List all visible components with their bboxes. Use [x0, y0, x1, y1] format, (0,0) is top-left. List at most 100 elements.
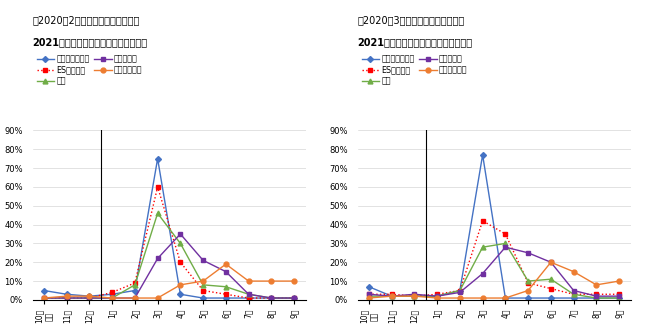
面接 [131, 283, 139, 287]
Text: 【2020年3月に回答のあった企業】: 【2020年3月に回答のあった企業】 [358, 15, 465, 25]
内々定出し [569, 289, 577, 292]
Legend: エントリー受付, ES結果通知, 面接, 内々定出し, 採用活動終了: エントリー受付, ES結果通知, 面接, 内々定出し, 採用活動終了 [36, 55, 142, 86]
採用活動終了 [456, 296, 464, 300]
採用活動終了 [62, 294, 70, 298]
内々定出し [222, 270, 230, 274]
面接 [40, 296, 48, 300]
Line: 採用活動終了: 採用活動終了 [42, 262, 296, 301]
採用活動終了 [547, 260, 555, 264]
ES結果通知 [108, 290, 116, 294]
エントリー受付 [524, 296, 532, 300]
Line: 内々定出し: 内々定出し [367, 245, 621, 299]
Line: エントリー受付: エントリー受付 [367, 153, 621, 300]
採用活動終了 [433, 296, 441, 300]
面接 [108, 296, 116, 300]
ES結果通知 [268, 296, 276, 300]
内々定出し [502, 245, 510, 249]
面接 [433, 294, 441, 298]
ES結果通知 [387, 292, 395, 296]
エントリー受付 [222, 296, 230, 300]
Text: 2021年卒採用スケジュール（開始月）: 2021年卒採用スケジュール（開始月） [358, 37, 473, 47]
エントリー受付 [615, 296, 623, 300]
面接 [365, 294, 373, 298]
内々定出し [290, 296, 298, 300]
採用活動終了 [40, 296, 48, 300]
Text: 2021年卒採用スケジュール（開始月）: 2021年卒採用スケジュール（開始月） [32, 37, 148, 47]
面接 [62, 296, 70, 300]
採用活動終了 [502, 296, 510, 300]
採用活動終了 [387, 294, 395, 298]
ES結果通知 [433, 292, 441, 296]
面接 [593, 296, 601, 300]
面接 [387, 294, 395, 298]
内々定出し [131, 296, 139, 300]
面接 [153, 211, 161, 215]
内々定出し [456, 290, 464, 294]
採用活動終了 [86, 294, 94, 298]
内々定出し [547, 260, 555, 264]
内々定出し [153, 257, 161, 260]
Legend: エントリー受付, ES結果通知, 面接, 内々定出し, 採用活動終了: エントリー受付, ES結果通知, 面接, 内々定出し, 採用活動終了 [361, 55, 467, 86]
ES結果通知 [478, 219, 486, 223]
ES結果通知 [524, 281, 532, 285]
面接 [569, 292, 577, 296]
面接 [244, 292, 252, 296]
採用活動終了 [131, 296, 139, 300]
内々定出し [199, 259, 207, 262]
エントリー受付 [268, 296, 276, 300]
Text: 【2020年2月に回答のあった企業】: 【2020年2月に回答のあった企業】 [32, 15, 140, 25]
面接 [547, 277, 555, 281]
エントリー受付 [131, 289, 139, 292]
エントリー受付 [62, 292, 70, 296]
内々定出し [387, 294, 395, 298]
内々定出し [478, 272, 486, 275]
内々定出し [86, 296, 94, 300]
エントリー受付 [244, 296, 252, 300]
内々定出し [244, 292, 252, 296]
エントリー受付 [290, 296, 298, 300]
採用活動終了 [244, 279, 252, 283]
ES結果通知 [547, 287, 555, 290]
Line: 面接: 面接 [367, 241, 621, 301]
エントリー受付 [108, 292, 116, 296]
採用活動終了 [108, 296, 116, 300]
エントリー受付 [433, 294, 441, 298]
内々定出し [524, 251, 532, 255]
Line: ES結果通知: ES結果通知 [367, 218, 621, 299]
エントリー受付 [478, 153, 486, 157]
面接 [86, 296, 94, 300]
採用活動終了 [365, 296, 373, 300]
Line: 採用活動終了: 採用活動終了 [367, 260, 621, 301]
内々定出し [615, 294, 623, 298]
Line: エントリー受付: エントリー受付 [42, 156, 296, 300]
採用活動終了 [199, 279, 207, 283]
ES結果通知 [411, 294, 419, 298]
ES結果通知 [86, 296, 94, 300]
ES結果通知 [456, 289, 464, 292]
採用活動終了 [268, 279, 276, 283]
ES結果通知 [177, 260, 185, 264]
エントリー受付 [199, 296, 207, 300]
ES結果通知 [131, 281, 139, 285]
面接 [199, 283, 207, 287]
ES結果通知 [593, 292, 601, 296]
内々定出し [177, 232, 185, 236]
採用活動終了 [524, 289, 532, 292]
採用活動終了 [593, 283, 601, 287]
ES結果通知 [199, 289, 207, 292]
採用活動終了 [177, 283, 185, 287]
ES結果通知 [244, 296, 252, 300]
採用活動終了 [569, 270, 577, 274]
ES結果通知 [40, 296, 48, 300]
面接 [290, 296, 298, 300]
ES結果通知 [290, 296, 298, 300]
ES結果通知 [153, 185, 161, 189]
内々定出し [108, 296, 116, 300]
内々定出し [593, 294, 601, 298]
採用活動終了 [411, 294, 419, 298]
エントリー受付 [365, 285, 373, 289]
内々定出し [365, 292, 373, 296]
エントリー受付 [411, 294, 419, 298]
エントリー受付 [86, 294, 94, 298]
ES結果通知 [569, 292, 577, 296]
